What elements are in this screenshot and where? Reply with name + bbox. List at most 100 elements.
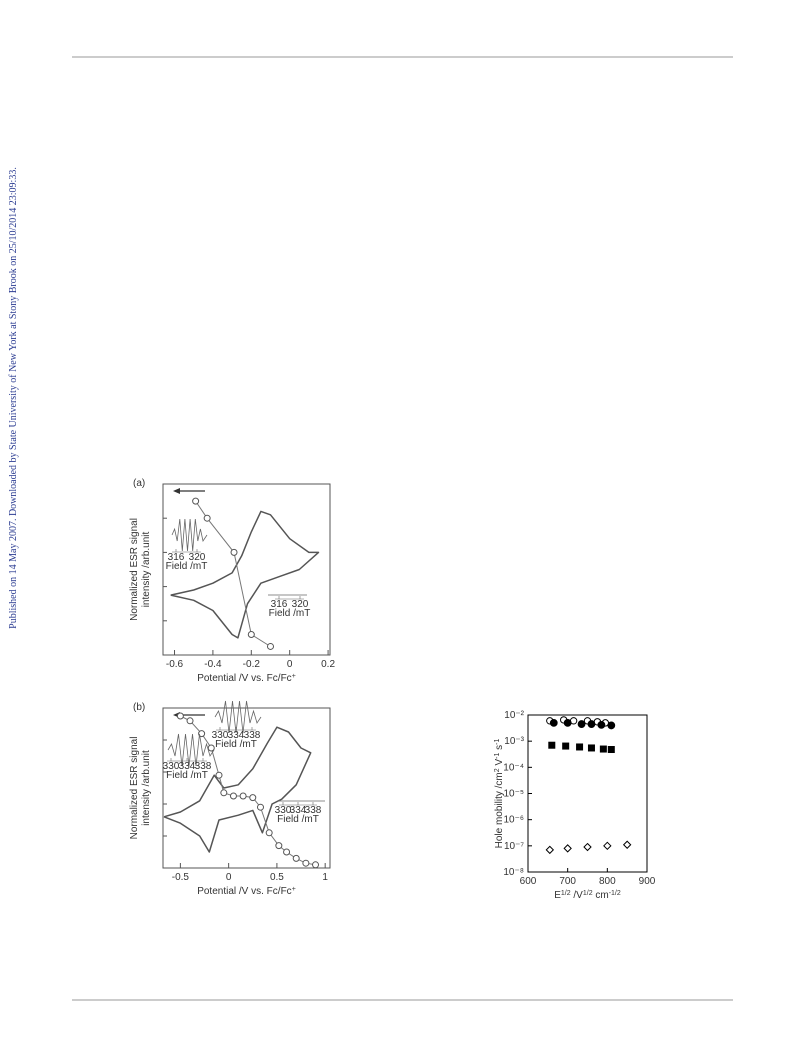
data-point [562, 742, 570, 750]
data-point [563, 718, 572, 727]
superscript: -1/2 [609, 890, 621, 897]
sweep-arrowhead [173, 488, 180, 494]
y-axis-label: intensity /arb.unit [141, 531, 152, 607]
x-axis-label: Potential /V vs. Fc/Fc+ [197, 673, 296, 685]
y-tick-label: 10⁻² [504, 710, 524, 721]
data-point [622, 840, 632, 849]
data-point [587, 720, 596, 728]
inset-tick-label: 338 [305, 805, 322, 816]
esr-point [207, 744, 215, 752]
data-point [607, 746, 615, 754]
inset-axis-label: Field /mT [215, 739, 257, 750]
inset-axis-label: Field /mT [166, 561, 208, 572]
x-tick-label: 0 [226, 872, 232, 883]
esr-point [203, 514, 211, 522]
data-point [587, 744, 595, 752]
x-tick-label: 0.5 [270, 872, 284, 883]
inset-tick-label: 320 [292, 599, 309, 610]
text-run: Potential /V vs. Fc/Fc [197, 886, 291, 897]
text-run: Potential /V vs. Fc/Fc [197, 673, 291, 684]
superscript: 1/2 [583, 890, 593, 897]
superscript: + [292, 673, 296, 680]
superscript: + [292, 886, 296, 893]
y-tick-label: 10⁻⁸ [503, 867, 524, 878]
esr-point [229, 792, 237, 800]
esr-point [239, 792, 247, 800]
y-tick-label: 10⁻⁶ [503, 815, 524, 826]
x-tick-label: 0.2 [321, 659, 335, 670]
text-run: Hole mobility /cm [494, 772, 505, 848]
x-tick-label: -0.5 [172, 872, 190, 883]
panel-label: (a) [133, 478, 145, 489]
data-point [563, 844, 572, 853]
plot-frame [162, 483, 331, 656]
plot-frame [162, 707, 331, 869]
esr-point [247, 630, 255, 638]
x-tick-label: 600 [520, 876, 537, 887]
data-point [549, 718, 558, 727]
esr-spectrum [167, 733, 215, 767]
inset-tick-label: 316 [271, 599, 288, 610]
esr-point [192, 497, 200, 505]
esr-point [215, 771, 223, 779]
inset-axis-label: Field /mT [269, 608, 311, 619]
x-tick-label: 900 [639, 876, 656, 887]
esr-point [220, 789, 228, 797]
inset-tick-label: 330 [212, 730, 229, 741]
data-point [545, 845, 555, 855]
cv-curve [170, 510, 320, 639]
data-point [576, 743, 584, 751]
text-run: E [554, 890, 561, 901]
x-axis-label: E1/2 /V1/2 cm-1/2 [554, 890, 621, 902]
inset-axis-label: Field /mT [166, 770, 208, 781]
y-tick-label: 10⁻⁵ [503, 789, 524, 800]
y-tick-label: 10⁻⁷ [504, 841, 524, 852]
x-tick-label: 1 [322, 872, 328, 883]
esr-point [266, 642, 274, 650]
esr-spectrum [214, 700, 262, 734]
esr-point [275, 842, 283, 850]
inset-tick-label: 338 [244, 730, 261, 741]
y-tick-label: 10⁻⁴ [503, 762, 524, 773]
x-axis-label: Potential /V vs. Fc/Fc+ [197, 886, 296, 898]
inset-tick-label: 338 [195, 761, 212, 772]
text-run: cm [593, 890, 609, 901]
text-run: /V [571, 890, 584, 901]
esr-spectrum [171, 518, 208, 552]
x-tick-label: 0 [287, 659, 293, 670]
inset-tick-label: 334 [179, 761, 196, 772]
esr-point [186, 717, 194, 725]
esr-line [180, 715, 316, 866]
superscript: 2 [494, 768, 501, 772]
inset-tick-label: 316 [168, 552, 185, 563]
esr-point [249, 794, 257, 802]
x-tick-label: 800 [599, 876, 616, 887]
text-run: s [494, 745, 505, 753]
esr-point [256, 803, 264, 811]
y-axis-label: Normalized ESR signal [129, 518, 140, 621]
esr-point [283, 848, 291, 856]
x-tick-label: -0.4 [204, 659, 222, 670]
x-tick-label: -0.6 [166, 659, 184, 670]
panel-label: (b) [133, 702, 145, 713]
esr-line [195, 500, 271, 647]
esr-point [302, 859, 310, 867]
data-point [599, 745, 607, 753]
data-point [583, 842, 592, 852]
esr-point [265, 829, 273, 837]
text-run: V [494, 759, 505, 769]
superscript: -1 [494, 753, 501, 759]
x-tick-label: 700 [559, 876, 576, 887]
inset-axis-label: Field /mT [277, 814, 319, 825]
esr-point [292, 854, 300, 862]
esr-point [176, 712, 184, 720]
inset-tick-label: 330 [163, 761, 180, 772]
data-point [597, 720, 606, 729]
superscript: -1 [494, 739, 501, 745]
y-axis-label: intensity /arb.unit [141, 750, 152, 826]
esr-point [230, 548, 238, 556]
y-axis-label: Hole mobility /cm2 V-1 s-1 [494, 739, 506, 849]
data-point [577, 720, 586, 728]
